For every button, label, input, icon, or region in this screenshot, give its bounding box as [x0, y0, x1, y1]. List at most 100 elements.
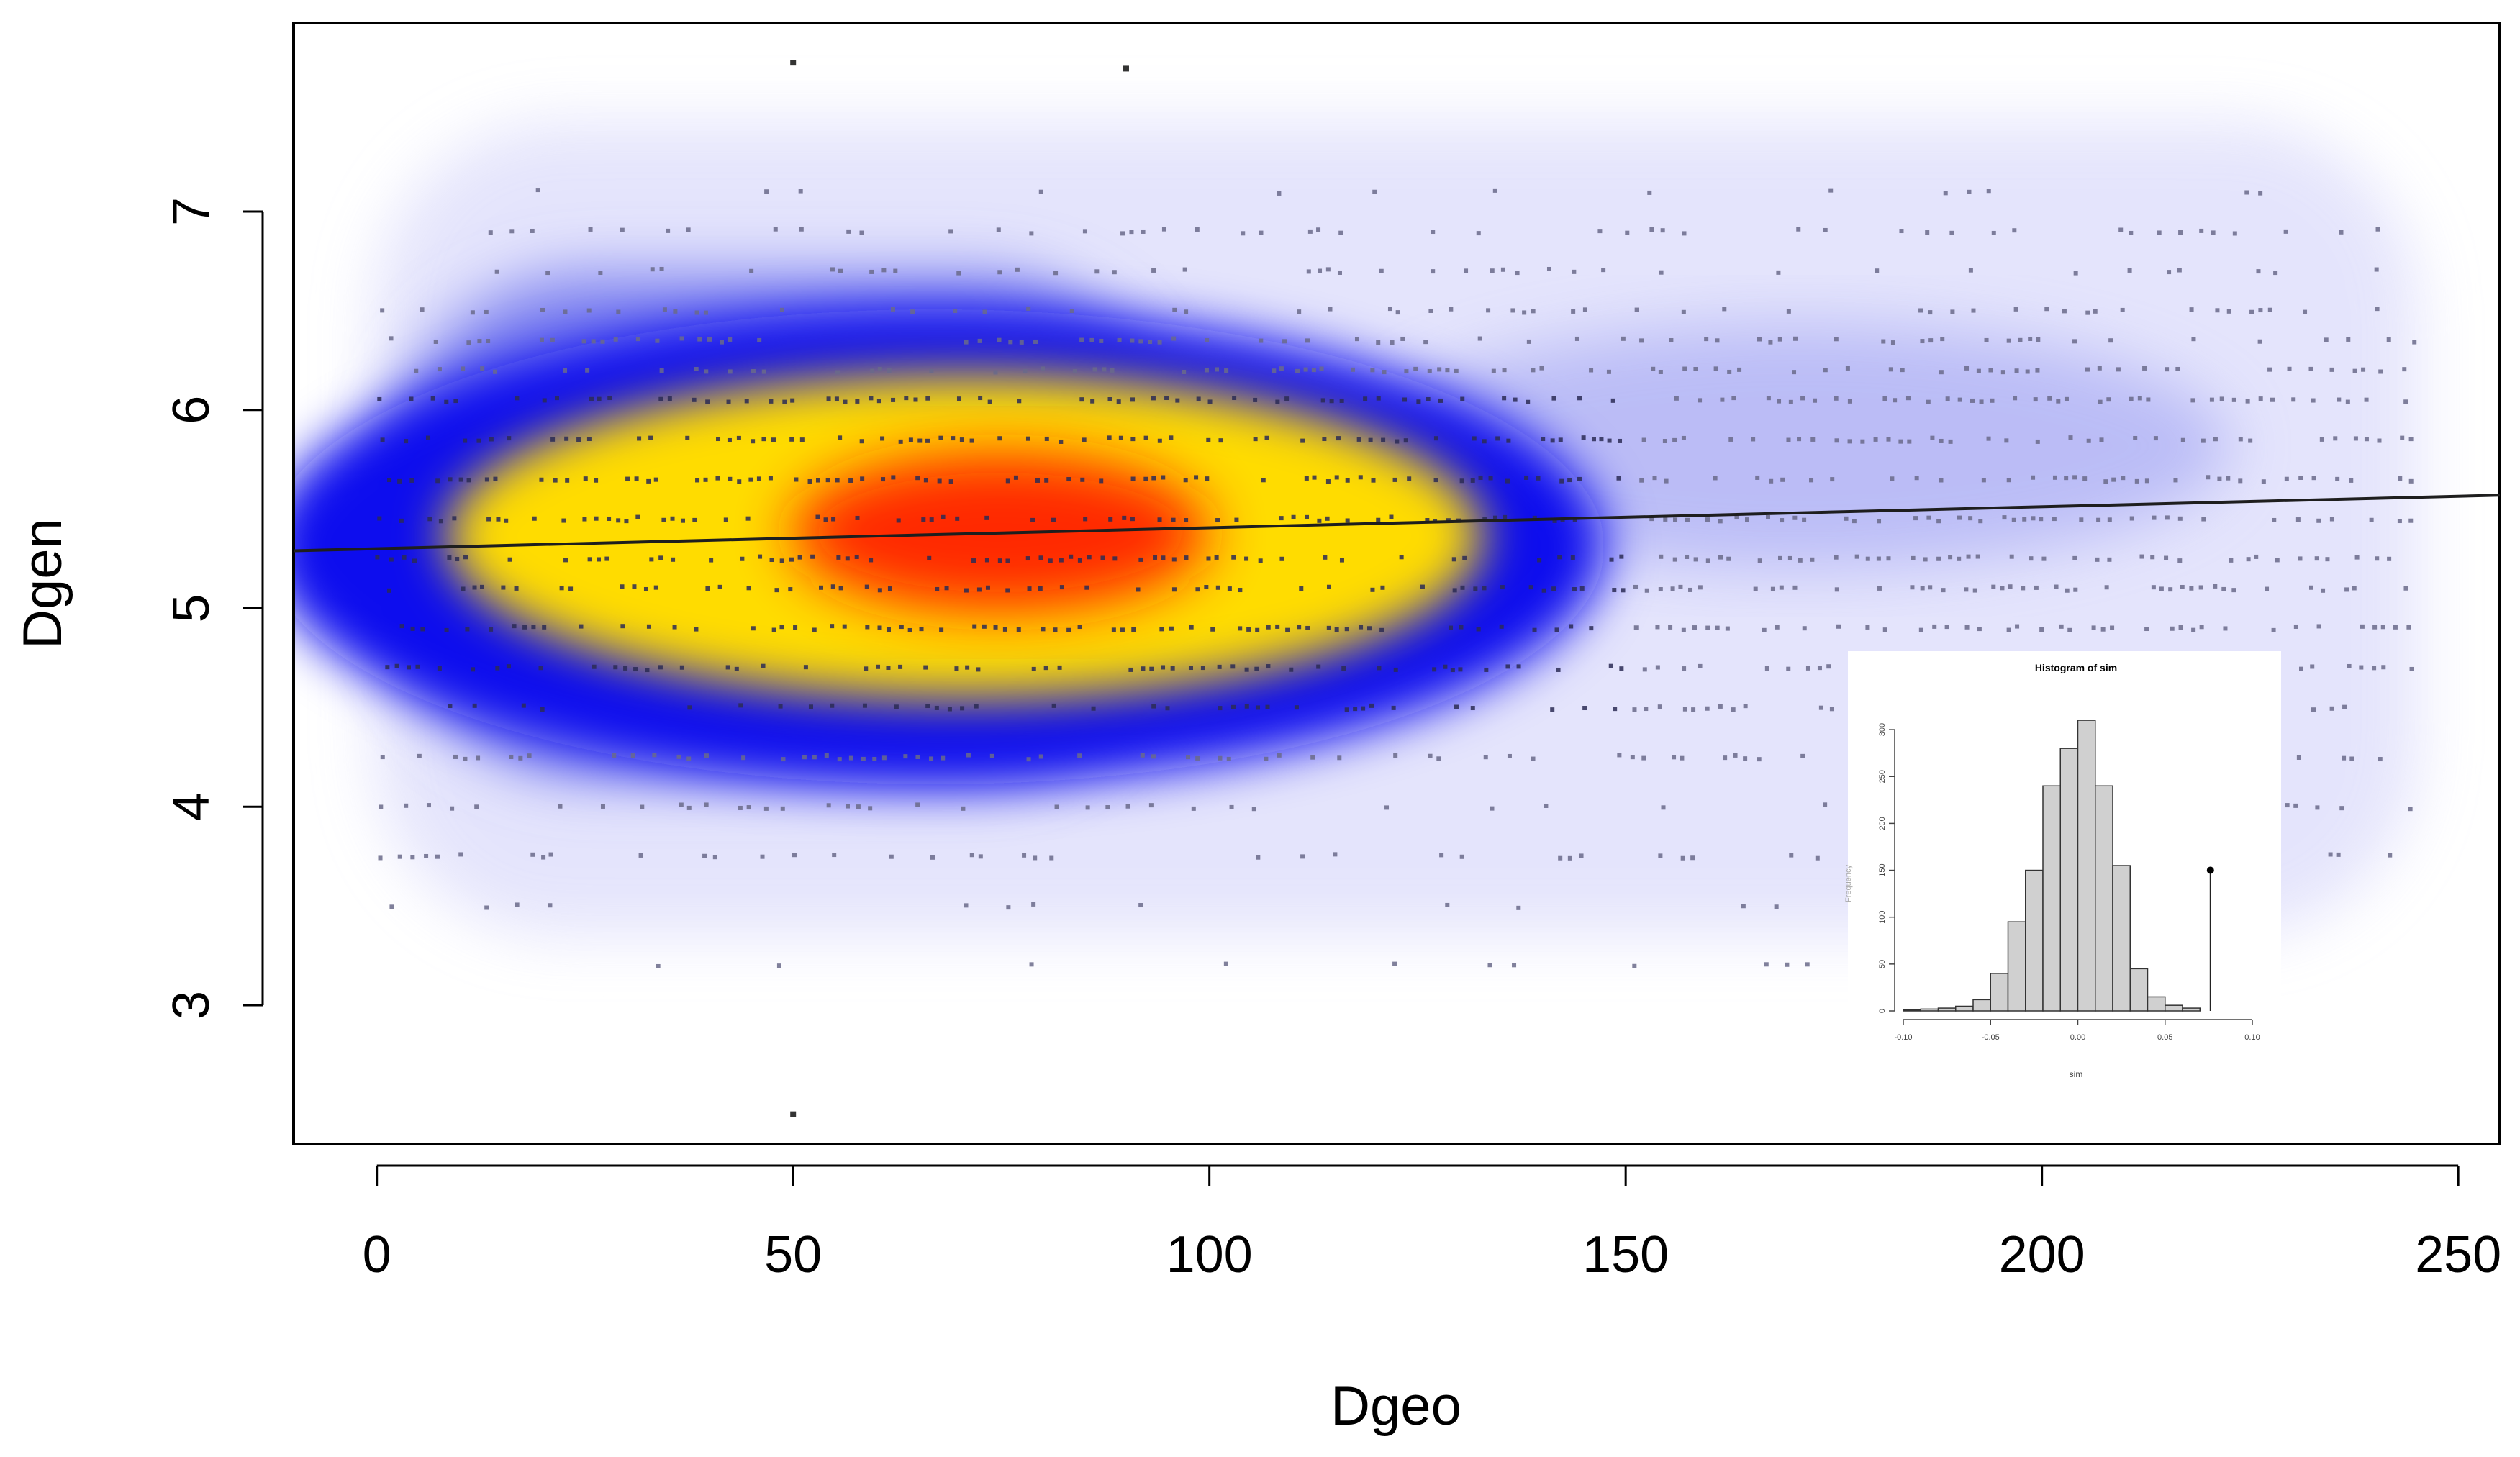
scatter-point: [1698, 585, 1703, 590]
inset-x-tick-label: -0.05: [1982, 1033, 2000, 1042]
scatter-point: [929, 517, 934, 522]
scatter-point: [1718, 519, 1723, 524]
scatter-point: [1326, 584, 1331, 589]
scatter-point: [514, 586, 519, 591]
histogram-bar: [1955, 1005, 1974, 1012]
scatter-point: [1877, 586, 1882, 591]
scatter-point: [1141, 229, 1146, 234]
scatter-point: [1425, 517, 1430, 522]
scatter-point: [1196, 396, 1201, 401]
scatter-point: [1391, 705, 1396, 710]
histogram-bar: [2147, 996, 2166, 1012]
scatter-point: [2275, 558, 2280, 563]
scatter-point: [545, 271, 550, 276]
scatter-point: [1367, 626, 1372, 631]
scatter-point: [1556, 667, 1561, 672]
scatter-point: [987, 399, 992, 404]
scatter-point: [2349, 756, 2354, 761]
scatter-point: [604, 556, 609, 561]
scatter-point: [1151, 704, 1156, 709]
scatter-point: [1899, 229, 1904, 234]
histogram-bar: [2007, 921, 2026, 1012]
scatter-point: [1597, 229, 1603, 234]
scatter-point: [2091, 625, 2096, 630]
scatter-point: [1169, 626, 1174, 631]
scatter-point: [1693, 366, 1698, 371]
scatter-point: [2173, 478, 2178, 483]
scatter-point: [1395, 310, 1400, 315]
scatter-point: [1798, 558, 1803, 563]
scatter-point: [1226, 756, 1231, 761]
scatter-point: [1581, 435, 1586, 440]
scatter-point: [1092, 367, 1097, 372]
scatter-point: [1165, 706, 1170, 711]
scatter-point: [959, 437, 964, 442]
scatter-point: [2257, 339, 2262, 344]
scatter-point: [956, 396, 961, 401]
scatter-point: [2189, 586, 2194, 591]
scatter-point: [2180, 584, 2185, 589]
scatter-point: [1426, 396, 1431, 401]
scatter-point: [1655, 665, 1660, 670]
scatter-point: [582, 517, 587, 522]
scatter-point: [679, 336, 684, 341]
scatter-point: [1277, 753, 1282, 758]
scatter-point: [1558, 855, 1563, 861]
scatter-point: [1299, 586, 1304, 591]
scatter-point: [542, 398, 547, 403]
scatter-point: [1382, 370, 1387, 375]
scatter-point: [535, 188, 540, 193]
scatter-point: [1713, 476, 1718, 481]
scatter-point: [380, 308, 385, 313]
scatter-point: [1834, 438, 1839, 443]
scatter-point: [420, 307, 425, 312]
scatter-point: [1792, 515, 1798, 520]
scatter-point: [509, 229, 515, 234]
scatter-point: [1460, 585, 1465, 590]
scatter-point: [634, 476, 639, 481]
scatter-point: [941, 755, 946, 761]
scatter-point: [673, 309, 678, 314]
scatter-point: [1621, 336, 1626, 341]
scatter-point: [1043, 666, 1048, 671]
scatter-point: [1647, 190, 1652, 195]
scatter-point: [1215, 518, 1220, 523]
scatter-point: [1968, 516, 1973, 521]
scatter-point: [2054, 584, 2059, 589]
scatter-point: [1753, 586, 1758, 591]
scatter-point: [984, 558, 989, 563]
scatter-point: [2378, 369, 2383, 374]
scatter-point: [1066, 477, 1071, 482]
scatter-point: [635, 337, 640, 342]
scatter-point: [1757, 757, 1762, 762]
scatter-point: [1161, 555, 1166, 560]
scatter-point: [969, 438, 974, 443]
scatter-point: [1325, 267, 1331, 272]
scatter-point: [705, 586, 710, 591]
scatter-point: [484, 477, 489, 482]
scatter-point: [437, 367, 442, 372]
scatter-point: [1223, 961, 1228, 966]
scatter-point: [1049, 855, 1054, 861]
scatter-point: [1051, 703, 1056, 708]
scatter-point: [548, 903, 553, 908]
scatter-point: [1017, 399, 1022, 404]
density-overlay: [294, 60, 2418, 1117]
scatter-point: [694, 367, 699, 372]
y-tick-label: 3: [163, 991, 220, 1020]
scatter-point: [1341, 666, 1346, 671]
scatter-point: [2291, 397, 2296, 402]
scatter-point: [1582, 307, 1587, 312]
scatter-point: [862, 703, 867, 708]
scatter-point: [2127, 268, 2132, 273]
scatter-point: [1957, 515, 1962, 520]
scatter-point: [2180, 437, 2185, 442]
scatter-point: [1644, 588, 1649, 593]
scatter-point: [620, 227, 625, 232]
scatter-point: [1325, 516, 1330, 521]
scatter-point: [2375, 556, 2380, 561]
y-axis-label: Dgen: [12, 518, 73, 649]
scatter-point: [2311, 398, 2316, 403]
inset-title: Histogram of sim: [2035, 662, 2117, 673]
scatter-point: [453, 399, 458, 404]
